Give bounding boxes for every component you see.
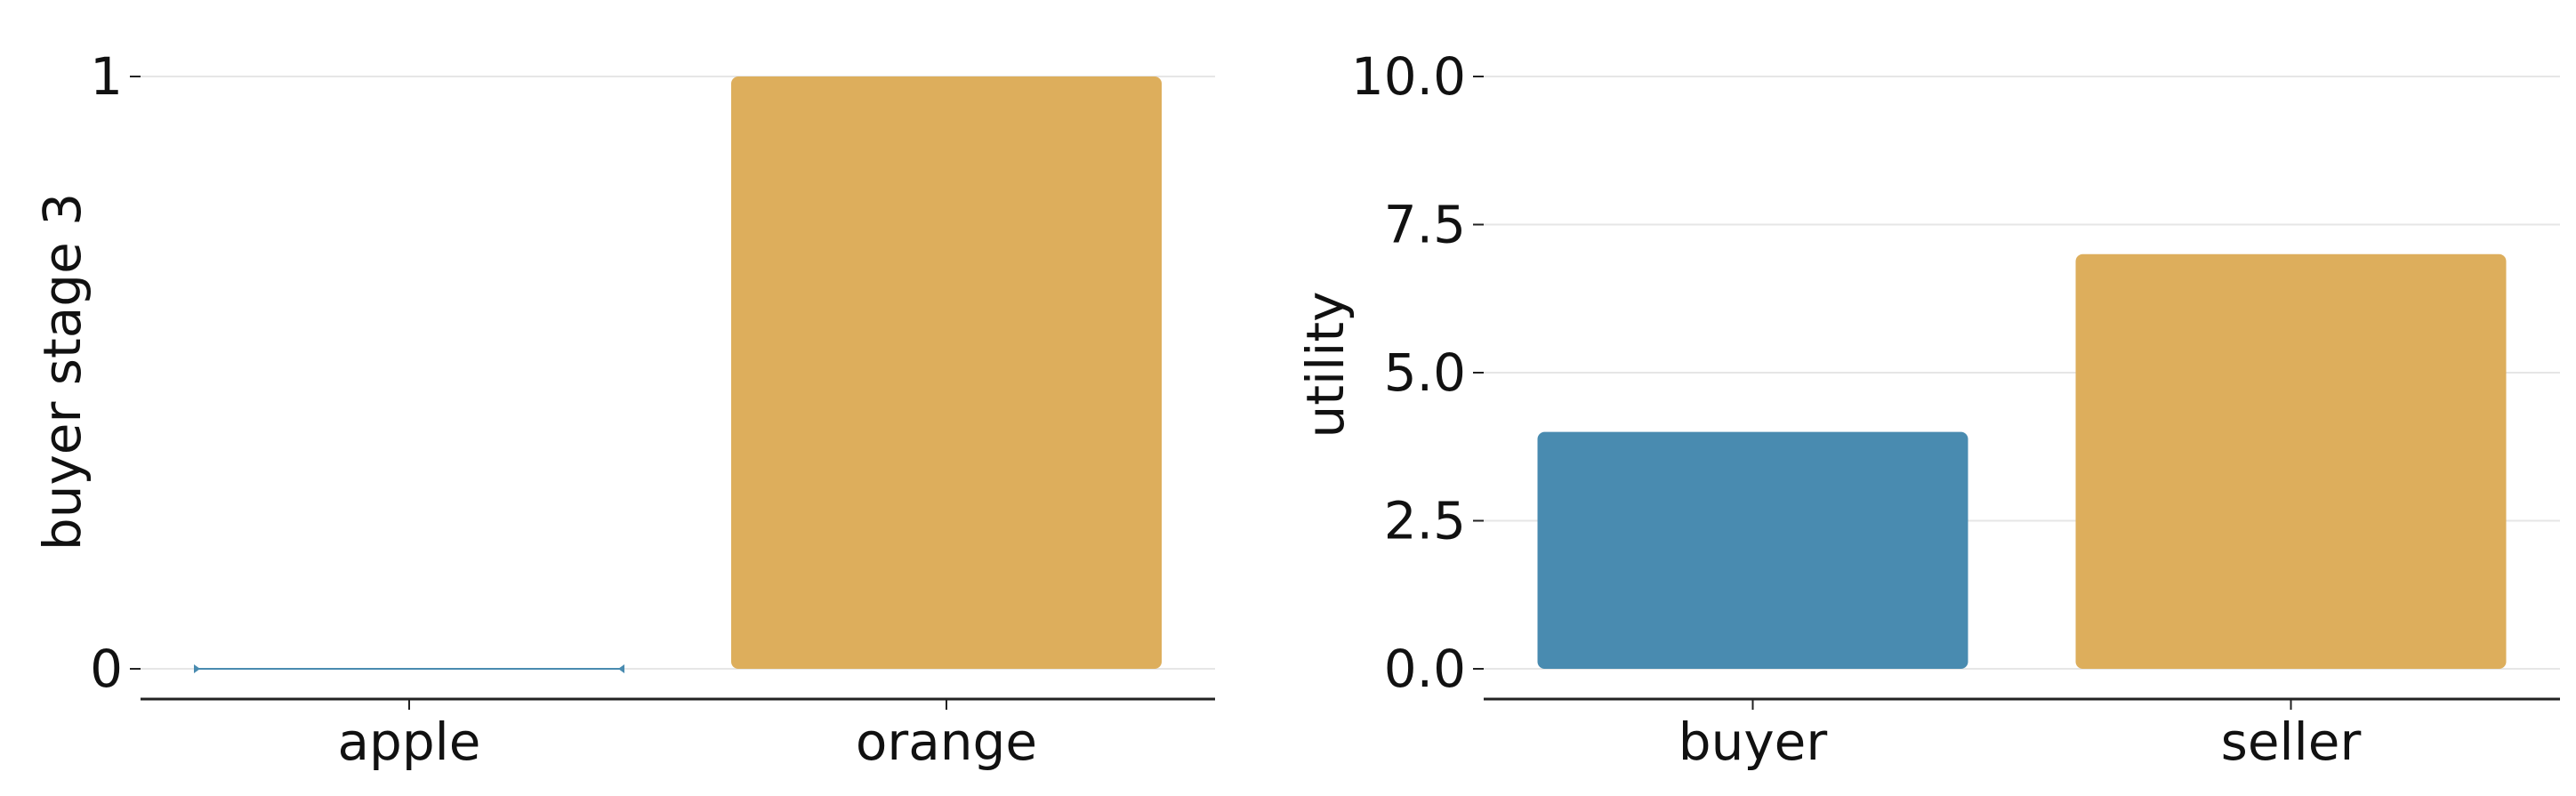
x-tick-label: orange — [856, 712, 1037, 772]
x-tick-label: seller — [2221, 712, 2362, 772]
y-axis-title: buyer stage 3 — [32, 193, 93, 551]
chart-right-utility: 0.0 2.5 5.0 7.5 10.0 buyer seller utility — [1295, 46, 2560, 772]
x-tick-label: buyer — [1678, 712, 1828, 772]
x-tick-label: apple — [338, 712, 481, 772]
chart-left-buyer-stage: 0 1 apple orange buyer stage 3 — [32, 46, 1215, 772]
y-tick-label: 7.5 — [1384, 195, 1466, 255]
y-tick-label: 5.0 — [1384, 342, 1466, 403]
y-axis-title: utility — [1295, 292, 1356, 438]
bar-orange — [731, 76, 1162, 669]
bar-cap — [618, 664, 624, 673]
y-tick-label: 10.0 — [1351, 46, 1466, 107]
y-tick-label: 0 — [90, 639, 123, 699]
y-tick-label: 2.5 — [1384, 491, 1466, 551]
bar-buyer — [1537, 431, 1968, 669]
y-tick-label: 1 — [90, 46, 123, 107]
y-tick-label: 0.0 — [1384, 639, 1466, 699]
bar-seller — [2075, 253, 2507, 669]
bar-cap — [194, 664, 200, 673]
